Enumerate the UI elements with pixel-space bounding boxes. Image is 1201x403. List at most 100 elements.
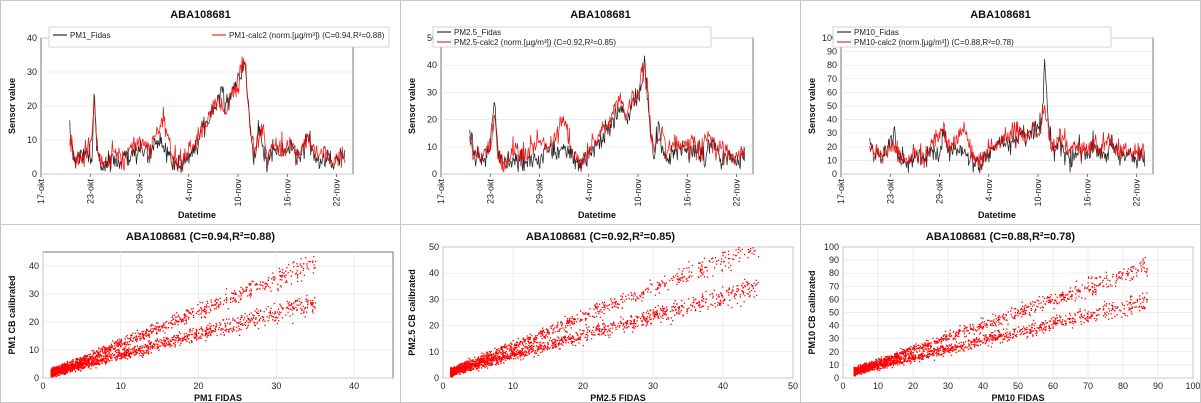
scatter-point xyxy=(195,336,197,338)
scatter-point xyxy=(65,369,67,371)
scatter-point xyxy=(77,363,80,365)
scatter-point xyxy=(607,325,609,327)
scatter-point xyxy=(698,267,700,269)
scatter-point xyxy=(567,320,570,323)
scatter-point xyxy=(162,324,164,327)
scatter-point xyxy=(727,250,730,252)
scatter-point xyxy=(730,269,732,271)
scatter-point xyxy=(271,278,273,280)
scatter-point xyxy=(255,308,258,310)
scatter-point xyxy=(565,325,567,327)
scatter-point xyxy=(105,357,107,359)
scatter-point xyxy=(738,260,740,263)
scatter-point xyxy=(455,372,457,375)
y-tick-label: 0 xyxy=(432,169,437,179)
scatter-point xyxy=(290,283,293,285)
scatter-point xyxy=(172,315,174,317)
scatter-point xyxy=(56,368,58,371)
scatter-point xyxy=(181,319,184,321)
scatter-point xyxy=(150,346,152,348)
scatter-point xyxy=(526,335,528,337)
scatter-point xyxy=(735,255,737,257)
scatter-point xyxy=(528,338,530,340)
scatter-point xyxy=(180,320,183,322)
scatter-point xyxy=(741,248,743,250)
scatter-point xyxy=(491,359,493,361)
scatter-point xyxy=(453,366,455,368)
scatter-point xyxy=(582,329,584,332)
scatter-point xyxy=(312,305,314,307)
scatter-point xyxy=(232,327,234,330)
scatter-point xyxy=(83,357,86,359)
scatter-point xyxy=(722,252,724,254)
scatter-point xyxy=(537,354,539,356)
scatter-point xyxy=(562,327,564,329)
scatter-point xyxy=(742,293,744,295)
scatter-point xyxy=(160,341,162,343)
scatter-point xyxy=(608,304,611,306)
scatter-point xyxy=(622,323,624,325)
scatter-point xyxy=(209,333,212,335)
scatter-point xyxy=(218,307,220,309)
scatter-point xyxy=(140,333,142,335)
scatter-point xyxy=(162,330,164,332)
scatter-point xyxy=(596,328,599,330)
scatter-point xyxy=(74,362,76,365)
scatter-point xyxy=(507,344,509,346)
scatter-point xyxy=(613,321,615,323)
scatter-point xyxy=(127,349,129,351)
scatter-point xyxy=(307,300,309,302)
scatter-point xyxy=(79,357,81,359)
scatter-point xyxy=(65,368,67,370)
scatter-point xyxy=(622,318,624,320)
scatter-point xyxy=(515,347,517,349)
scatter-point xyxy=(56,370,58,372)
scatter-point xyxy=(633,327,635,329)
scatter-point xyxy=(206,332,208,334)
scatter-point xyxy=(203,309,205,311)
y-tick-label: 20 xyxy=(827,142,837,152)
x-tick-label: 4-nov xyxy=(184,179,194,202)
scatter-point xyxy=(703,271,705,273)
scatter-point xyxy=(573,341,575,343)
scatter-point xyxy=(154,325,156,327)
series-line-pm10-calc2 xyxy=(869,104,1146,172)
legend-label: PM2.5_Fidas xyxy=(454,28,501,37)
scatter-point xyxy=(706,266,708,269)
scatter-point xyxy=(650,291,652,293)
scatter-point xyxy=(153,327,155,330)
scatter-point xyxy=(169,340,172,343)
scatter-point xyxy=(450,373,452,375)
scatter-point xyxy=(477,357,479,359)
scatter-point xyxy=(643,318,646,320)
scatter-point xyxy=(561,324,563,326)
scatter-point xyxy=(152,328,154,330)
scatter-point xyxy=(245,324,247,326)
scatter-point xyxy=(53,371,56,374)
scatter-point xyxy=(119,358,121,360)
scatter-point xyxy=(563,329,565,331)
scatter-point xyxy=(603,306,605,308)
scatter-point xyxy=(193,337,196,339)
scatter-point xyxy=(184,323,186,325)
scatter-point xyxy=(477,365,479,367)
scatter-point xyxy=(534,338,536,341)
scatter-point xyxy=(183,335,186,337)
scatter-point xyxy=(242,288,244,290)
scatter-point xyxy=(97,355,99,357)
scatter-point xyxy=(558,343,560,345)
scatter-point xyxy=(178,321,180,323)
scatter-point xyxy=(552,329,554,331)
scatter-point xyxy=(142,335,144,337)
y-tick-label: 10 xyxy=(427,142,437,152)
scatter-point xyxy=(135,339,137,342)
scatter-point xyxy=(65,366,67,369)
scatter-point xyxy=(311,301,313,304)
scatter-point xyxy=(190,333,192,336)
scatter-point xyxy=(677,275,679,278)
scatter-point xyxy=(73,363,75,365)
scatter-point xyxy=(519,340,522,342)
scatter-point xyxy=(482,354,484,356)
scatter-point xyxy=(757,282,759,284)
scatter-point xyxy=(131,334,133,337)
